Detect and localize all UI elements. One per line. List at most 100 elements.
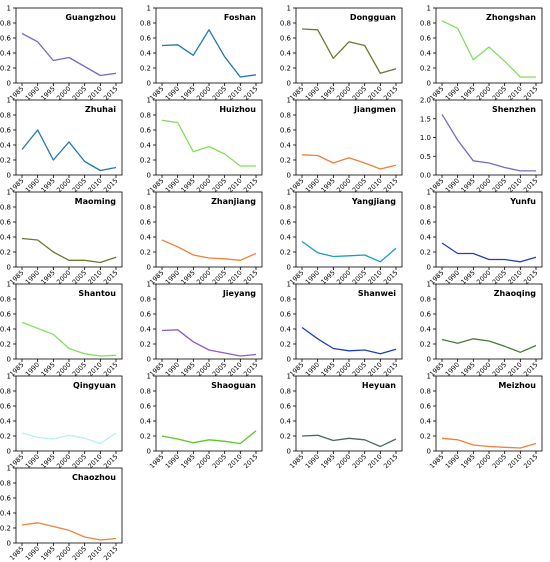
x-tick-label: 1990 <box>24 361 41 378</box>
x-tick-label: 2010 <box>86 545 103 562</box>
y-tick-label: 0.2 <box>140 433 151 441</box>
subplot-title: Shaoguan <box>211 381 256 390</box>
y-tick-label: 0.4 <box>0 326 12 334</box>
y-tick-label: 1 <box>147 97 151 105</box>
y-tick-label: 0.8 <box>420 296 431 304</box>
y-tick-label: 0.4 <box>280 234 292 242</box>
x-tick-label: 2005 <box>71 453 88 470</box>
subplot-title: Zhongshan <box>486 13 536 22</box>
x-tick-label: 1990 <box>164 361 181 378</box>
subplot-title: Qingyuan <box>73 381 116 390</box>
y-tick-label: 0 <box>7 448 11 456</box>
y-tick-label: 0.2 <box>140 341 151 349</box>
y-tick-label: 1 <box>287 97 291 105</box>
y-tick-label: 0.6 <box>420 311 432 319</box>
x-tick-label: 2000 <box>55 453 72 470</box>
x-tick-label: 1995 <box>319 269 336 286</box>
y-tick-label: 0 <box>7 172 11 180</box>
y-tick-label: 0.6 <box>420 219 432 227</box>
y-tick-label: 1.5 <box>420 115 431 123</box>
y-tick-label: 0.6 <box>0 219 12 227</box>
y-tick-label: 0.6 <box>280 219 292 227</box>
subplot-title: Jiangmen <box>353 105 396 114</box>
x-tick-label: 2010 <box>86 269 103 286</box>
y-tick-label: 0.6 <box>0 403 12 411</box>
y-tick-label: 0 <box>287 172 291 180</box>
series-line-shaoguan <box>161 430 257 445</box>
x-tick-label: 2010 <box>506 361 523 378</box>
subplot-zhanjiang: 00.20.40.60.8119851990199520002005201020… <box>140 189 263 286</box>
series-line-yunfu <box>441 242 537 263</box>
subplot-title: Heyuan <box>362 381 396 390</box>
subplot-title: Shanwei <box>358 289 396 298</box>
x-tick-label: 2000 <box>475 269 492 286</box>
x-tick-label: 2010 <box>226 85 243 102</box>
x-tick-label: 2010 <box>366 177 383 194</box>
y-tick-label: 0.4 <box>140 326 152 334</box>
x-tick-label: 2015 <box>522 85 539 102</box>
y-tick-label: 1 <box>7 189 11 197</box>
x-tick-label: 2000 <box>475 361 492 378</box>
series-line-dongguan <box>301 28 397 74</box>
x-tick-label: 1990 <box>164 177 181 194</box>
x-tick-label: 2010 <box>226 177 243 194</box>
y-tick-label: 0.4 <box>0 142 12 150</box>
y-tick-label: 0 <box>7 80 11 88</box>
y-tick-label: 0.2 <box>280 433 291 441</box>
y-tick-label: 1 <box>427 189 431 197</box>
x-tick-label: 2010 <box>366 269 383 286</box>
x-tick-label: 1990 <box>164 85 181 102</box>
subplot-foshan: 00.20.40.60.8119851990199520002005201020… <box>140 5 263 102</box>
x-tick-label: 2015 <box>102 269 119 286</box>
y-tick-label: 0.4 <box>280 50 292 58</box>
x-tick-label: 1990 <box>24 177 41 194</box>
x-tick-label: 2000 <box>335 453 352 470</box>
y-tick-label: 0.8 <box>140 296 151 304</box>
x-tick-label: 2015 <box>382 269 399 286</box>
y-tick-label: 0.4 <box>140 142 152 150</box>
y-tick-label: 0.6 <box>280 35 292 43</box>
x-tick-label: 1990 <box>444 453 461 470</box>
x-tick-label: 1990 <box>444 269 461 286</box>
x-tick-label: 1995 <box>179 177 196 194</box>
x-tick-label: 1990 <box>444 177 461 194</box>
y-tick-label: 0.4 <box>420 418 432 426</box>
subplot-zhongshan: 00.20.40.60.8119851990199520002005201020… <box>420 5 543 102</box>
x-tick-label: 1995 <box>39 453 56 470</box>
x-tick-label: 1995 <box>459 85 476 102</box>
subplot-qingyuan: 00.20.40.60.8119851990199520002005201020… <box>0 373 123 470</box>
x-tick-label: 2000 <box>195 453 212 470</box>
series-line-guangzhou <box>21 32 117 77</box>
y-tick-label: 0.0 <box>420 172 431 180</box>
x-tick-label: 2005 <box>351 85 368 102</box>
x-tick-label: 2010 <box>86 85 103 102</box>
y-tick-label: 0.8 <box>280 204 291 212</box>
x-tick-label: 2015 <box>102 361 119 378</box>
x-tick-label: 2000 <box>55 269 72 286</box>
series-line-chaozhou <box>21 522 117 541</box>
subplot-guangzhou: 00.20.40.60.8119851990199520002005201020… <box>0 5 123 102</box>
x-tick-label: 2000 <box>195 269 212 286</box>
y-tick-label: 0.6 <box>420 35 432 43</box>
series-line-zhongshan <box>441 20 536 78</box>
x-tick-label: 2015 <box>102 453 119 470</box>
y-tick-label: 0.8 <box>420 204 431 212</box>
y-tick-label: 0 <box>427 80 431 88</box>
x-tick-label: 1990 <box>164 269 181 286</box>
x-tick-label: 2010 <box>366 453 383 470</box>
x-tick-label: 2015 <box>522 269 539 286</box>
y-tick-label: 0.4 <box>280 142 292 150</box>
subplot-shaoguan: 00.20.40.60.8119851990199520002005201020… <box>140 373 263 470</box>
x-tick-label: 2000 <box>475 453 492 470</box>
subplot-title: Maoming <box>75 197 117 206</box>
y-tick-label: 1 <box>427 373 431 381</box>
y-tick-label: 0.2 <box>280 341 291 349</box>
x-tick-label: 2015 <box>242 269 259 286</box>
x-tick-label: 1995 <box>39 545 56 562</box>
x-tick-label: 1995 <box>39 361 56 378</box>
x-tick-label: 1990 <box>304 177 321 194</box>
x-tick-label: 2015 <box>522 177 539 194</box>
subplot-title: Foshan <box>224 13 256 22</box>
y-tick-label: 0 <box>287 264 291 272</box>
y-tick-label: 0 <box>427 264 431 272</box>
